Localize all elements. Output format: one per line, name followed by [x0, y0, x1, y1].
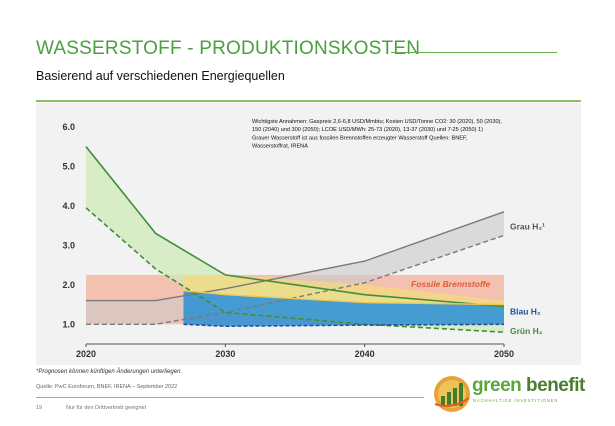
label-grau: Grau H₂¹ [510, 222, 545, 232]
chart-axes: 2020 2030 2040 2050 1.0 2.0 3.0 4.0 5.0 6.0 [62, 122, 514, 359]
slide-title: WASSERSTOFF - PRODUKTIONSKOSTEN [36, 38, 421, 59]
logo-tagline: NACHHALTIGE INVESTITIONEN [473, 398, 559, 403]
footer-divider [36, 397, 424, 398]
label-gruen: Grün H₂ [510, 326, 543, 336]
x-tick-label: 2050 [494, 349, 514, 359]
overlap-band [183, 274, 504, 305]
x-tick-label: 2030 [215, 349, 235, 359]
grau-lower-line [86, 234, 505, 326]
x-tick-label: 2020 [76, 349, 96, 359]
y-tick-label: 5.0 [62, 161, 75, 171]
y-tick-label: 6.0 [62, 122, 75, 132]
gruen-upper-line [85, 146, 505, 308]
logo-wordmark: green benefit [472, 375, 585, 396]
label-blau: Blau H₂ [510, 306, 541, 316]
cost-chart: 2020 2030 2040 2050 1.0 2.0 3.0 4.0 5.0 6.0 Grau … [62, 119, 545, 359]
green-benefit-logo: green benefit NACHHALTIGE INVESTITIONEN [432, 374, 585, 414]
chart-bands [86, 146, 504, 333]
y-tick-label: 2.0 [62, 280, 75, 290]
grau-upper-line [86, 211, 505, 302]
chart-lines [85, 146, 505, 333]
page-number: 19 [36, 405, 43, 411]
chart-annotation: Wichtigste Annahmen: Gaspreis 2,6-6,8 US… [252, 119, 502, 150]
blau-lower-line [183, 323, 505, 328]
source-note: Quelle: PwC Euroforum, BNEF, IRENA – Sep… [36, 384, 178, 390]
title-underline [391, 52, 557, 53]
label-fossil: Fossile Brennstoffe [411, 279, 490, 289]
distribution-note: Nur für den Drittvertrieb geeignet [66, 405, 147, 411]
y-tick-label: 3.0 [62, 240, 75, 250]
bar-chart-sun-icon [434, 376, 470, 412]
forecast-footnote: *Prognosen können künftigen Änderungen u… [36, 369, 183, 375]
slide-subtitle: Basierend auf verschiedenen Energiequell… [36, 69, 285, 83]
y-tick-label: 4.0 [62, 201, 75, 211]
blau-band [183, 290, 504, 327]
y-tick-label: 1.0 [62, 319, 75, 329]
blau-upper-line [183, 290, 505, 306]
chart-labels: Grau H₂¹ Fossile Brennstoffe Blau H₂ Grün H… [411, 222, 545, 337]
subtitle-divider [36, 100, 581, 102]
gruen-lower-line [85, 207, 505, 333]
x-tick-label: 2040 [355, 349, 375, 359]
